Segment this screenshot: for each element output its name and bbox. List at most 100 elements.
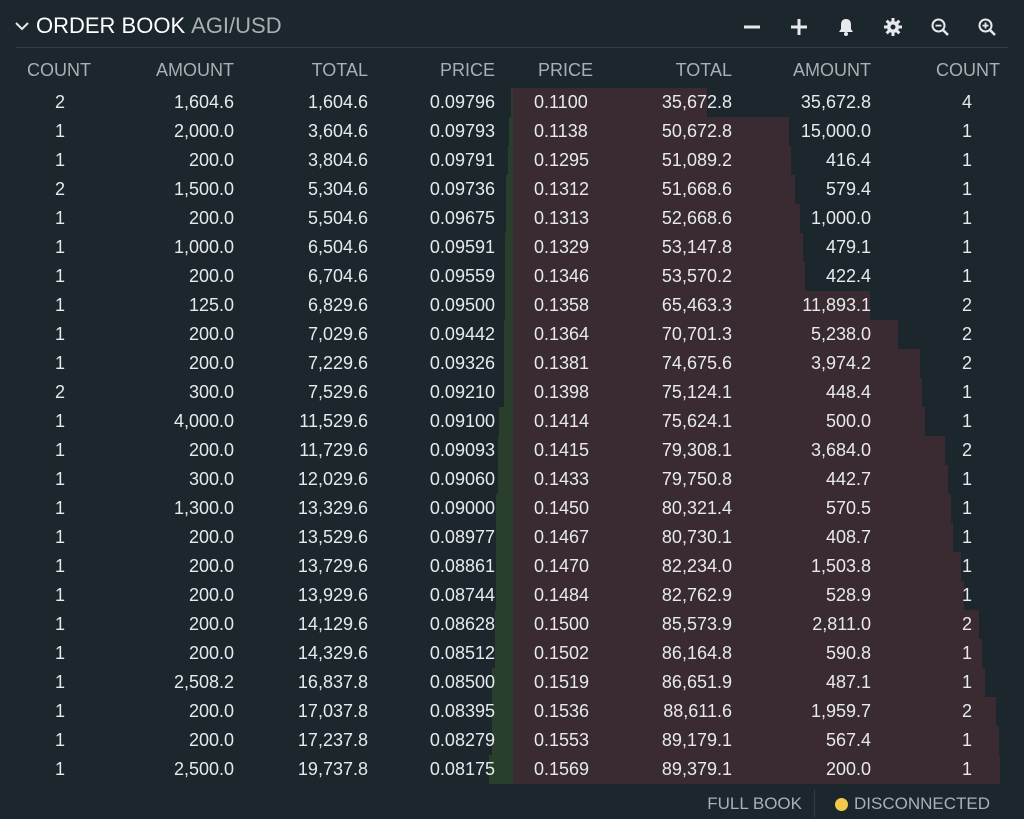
bid-row[interactable]: 1 200.0 5,504.6 0.09675 xyxy=(0,204,513,233)
bid-row[interactable]: 1 200.0 13,929.6 0.08744 xyxy=(0,581,513,610)
bid-total: 5,304.6 xyxy=(307,179,368,199)
bid-row[interactable]: 1 2,508.2 16,837.8 0.08500 xyxy=(0,668,513,697)
ask-row[interactable]: 0.1358 65,463.3 11,893.1 2 xyxy=(513,291,1024,320)
zoom-out-button[interactable] xyxy=(927,14,953,40)
asks-count-header[interactable]: COUNT xyxy=(936,60,1000,80)
bid-amount: 200.0 xyxy=(188,440,234,460)
asks-price-header[interactable]: PRICE xyxy=(538,60,594,80)
bid-price: 0.08512 xyxy=(429,643,495,663)
bid-row[interactable]: 1 200.0 6,704.6 0.09559 xyxy=(0,262,513,291)
bid-price: 0.08861 xyxy=(429,556,495,576)
bid-depth-bar xyxy=(506,204,513,233)
bid-row[interactable]: 2 1,500.0 5,304.6 0.09736 xyxy=(0,175,513,204)
ask-row[interactable]: 0.1433 79,750.8 442.7 1 xyxy=(513,465,1024,494)
ask-depth-bar xyxy=(513,175,795,204)
bid-total: 6,829.6 xyxy=(307,295,368,315)
bid-total: 7,529.6 xyxy=(307,382,368,402)
bid-row[interactable]: 1 200.0 7,229.6 0.09326 xyxy=(0,349,513,378)
ask-row[interactable]: 0.1364 70,701.3 5,238.0 2 xyxy=(513,320,1024,349)
bid-amount: 200.0 xyxy=(188,701,234,721)
ask-depth-bar xyxy=(513,494,951,523)
bid-depth-bar xyxy=(496,494,513,523)
zoom-in-button[interactable] xyxy=(974,14,1000,40)
bid-row[interactable]: 2 300.0 7,529.6 0.09210 xyxy=(0,378,513,407)
bid-row[interactable]: 1 125.0 6,829.6 0.09500 xyxy=(0,291,513,320)
ask-count: 1 xyxy=(961,556,972,576)
ask-row[interactable]: 0.1519 86,651.9 487.1 1 xyxy=(513,668,1024,697)
ask-depth-bar xyxy=(513,610,979,639)
bid-amount: 300.0 xyxy=(188,469,234,489)
bid-row[interactable]: 1 200.0 13,729.6 0.08861 xyxy=(0,552,513,581)
bid-row[interactable]: 1 200.0 11,729.6 0.09093 xyxy=(0,436,513,465)
order-book-title-toggle[interactable]: ORDER BOOK AGI/USD xyxy=(14,13,282,39)
ask-row[interactable]: 0.1329 53,147.8 479.1 1 xyxy=(513,233,1024,262)
bids-total-header[interactable]: TOTAL xyxy=(311,60,368,80)
bid-row[interactable]: 1 1,300.0 13,329.6 0.09000 xyxy=(0,494,513,523)
bid-count: 1 xyxy=(54,121,65,141)
asks-amount-header[interactable]: AMOUNT xyxy=(793,60,871,80)
ask-row[interactable]: 0.1398 75,124.1 448.4 1 xyxy=(513,378,1024,407)
bid-total: 7,029.6 xyxy=(307,324,368,344)
ask-row[interactable]: 0.1381 74,675.6 3,974.2 2 xyxy=(513,349,1024,378)
bell-icon xyxy=(839,19,853,36)
ask-row[interactable]: 0.1138 50,672.8 15,000.0 1 xyxy=(513,117,1024,146)
bid-amount: 200.0 xyxy=(188,527,234,547)
ask-total: 51,668.6 xyxy=(661,179,732,199)
ask-row[interactable]: 0.1470 82,234.0 1,503.8 1 xyxy=(513,552,1024,581)
ask-row[interactable]: 0.1536 88,611.6 1,959.7 2 xyxy=(513,697,1024,726)
ask-row[interactable]: 0.1450 80,321.4 570.5 1 xyxy=(513,494,1024,523)
bid-row[interactable]: 1 200.0 7,029.6 0.09442 xyxy=(0,320,513,349)
bid-row[interactable]: 2 1,604.6 1,604.6 0.09796 xyxy=(0,88,513,117)
decrease-precision-button[interactable] xyxy=(739,14,765,40)
ask-row[interactable]: 0.1346 53,570.2 422.4 1 xyxy=(513,262,1024,291)
ask-price: 0.1313 xyxy=(534,208,590,228)
asks-total-header[interactable]: TOTAL xyxy=(675,60,732,80)
increase-precision-button[interactable] xyxy=(786,14,812,40)
ask-depth-bar xyxy=(513,639,982,668)
bid-row[interactable]: 1 2,000.0 3,604.6 0.09793 xyxy=(0,117,513,146)
bid-row[interactable]: 1 200.0 17,237.8 0.08279 xyxy=(0,726,513,755)
ask-amount: 1,000.0 xyxy=(810,208,871,228)
bid-row[interactable]: 1 200.0 14,329.6 0.08512 xyxy=(0,639,513,668)
bids-price-header[interactable]: PRICE xyxy=(439,60,495,80)
ask-row[interactable]: 0.1500 85,573.9 2,811.0 2 xyxy=(513,610,1024,639)
ask-amount: 1,959.7 xyxy=(810,701,871,721)
ask-row[interactable]: 0.1295 51,089.2 416.4 1 xyxy=(513,146,1024,175)
bid-total: 7,229.6 xyxy=(307,353,368,373)
bid-count: 1 xyxy=(54,614,65,634)
bid-row[interactable]: 1 2,500.0 19,737.8 0.08175 xyxy=(0,755,513,784)
ask-row[interactable]: 0.1467 80,730.1 408.7 1 xyxy=(513,523,1024,552)
bid-price: 0.09736 xyxy=(429,179,495,199)
bid-row[interactable]: 1 1,000.0 6,504.6 0.09591 xyxy=(0,233,513,262)
ask-amount: 448.4 xyxy=(825,382,871,402)
ask-row[interactable]: 0.1484 82,762.9 528.9 1 xyxy=(513,581,1024,610)
bid-row[interactable]: 1 200.0 13,529.6 0.08977 xyxy=(0,523,513,552)
bid-total: 13,529.6 xyxy=(297,527,368,547)
ask-price: 0.1470 xyxy=(534,556,590,576)
bids-count-header[interactable]: COUNT xyxy=(27,60,91,80)
ask-row[interactable]: 0.1569 89,379.1 200.0 1 xyxy=(513,755,1024,784)
settings-button[interactable] xyxy=(880,14,906,40)
bids-amount-header[interactable]: AMOUNT xyxy=(156,60,234,80)
ask-depth-bar xyxy=(513,668,985,697)
ask-amount: 487.1 xyxy=(825,672,871,692)
ask-row[interactable]: 0.1502 86,164.8 590.8 1 xyxy=(513,639,1024,668)
ask-row[interactable]: 0.1313 52,668.6 1,000.0 1 xyxy=(513,204,1024,233)
bid-row[interactable]: 1 200.0 3,804.6 0.09791 xyxy=(0,146,513,175)
bid-row[interactable]: 1 200.0 17,037.8 0.08395 xyxy=(0,697,513,726)
ask-row[interactable]: 0.1553 89,179.1 567.4 1 xyxy=(513,726,1024,755)
ask-row[interactable]: 0.1415 79,308.1 3,684.0 2 xyxy=(513,436,1024,465)
ask-amount: 570.5 xyxy=(825,498,871,518)
trading-pair: AGI/USD xyxy=(191,13,282,38)
ask-row[interactable]: 0.1100 35,672.8 35,672.8 4 xyxy=(513,88,1024,117)
alerts-button[interactable] xyxy=(833,14,859,40)
bid-row[interactable]: 1 4,000.0 11,529.6 0.09100 xyxy=(0,407,513,436)
ask-row[interactable]: 0.1312 51,668.6 579.4 1 xyxy=(513,175,1024,204)
ask-row[interactable]: 0.1414 75,624.1 500.0 1 xyxy=(513,407,1024,436)
bid-row[interactable]: 1 300.0 12,029.6 0.09060 xyxy=(0,465,513,494)
full-book-link[interactable]: FULL BOOK xyxy=(707,794,802,813)
ask-depth-bar xyxy=(513,262,805,291)
ask-amount: 500.0 xyxy=(825,411,871,431)
chevron-down-icon xyxy=(15,22,29,31)
bid-row[interactable]: 1 200.0 14,129.6 0.08628 xyxy=(0,610,513,639)
